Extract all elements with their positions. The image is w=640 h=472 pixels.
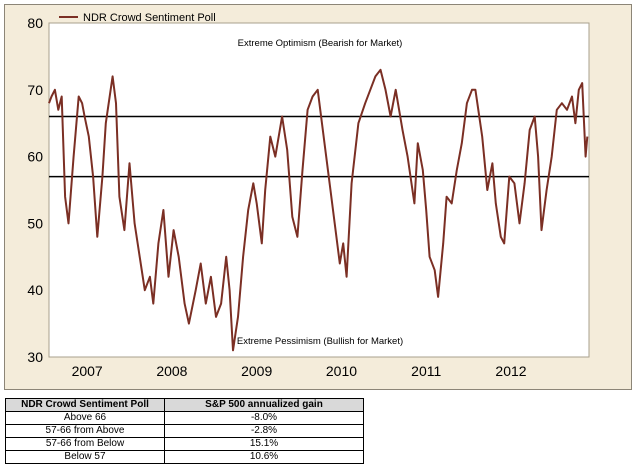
table-header-poll: NDR Crowd Sentiment Poll — [5, 398, 165, 412]
table-row: 57-66 from Above -2.8% — [5, 424, 364, 438]
table-cell-gain: -8.0% — [164, 411, 364, 425]
y-tick-label: 30 — [27, 349, 43, 365]
table-cell-range: 57-66 from Above — [5, 424, 165, 438]
legend-label: NDR Crowd Sentiment Poll — [83, 12, 216, 24]
annotation-optimism: Extreme Optimism (Bearish for Market) — [238, 38, 403, 49]
table-header-row: NDR Crowd Sentiment Poll S&P 500 annuali… — [5, 398, 364, 412]
x-tick-label-2007: 2007 — [72, 363, 103, 379]
legend: NDR Crowd Sentiment Poll — [59, 12, 216, 24]
table-row: Above 66 -8.0% — [5, 411, 364, 425]
x-axis-ticks: 2007 2008 2009 2010 2011 2012 — [72, 363, 527, 379]
series-line-0 — [48, 68, 589, 352]
sentiment-return-table: NDR Crowd Sentiment Poll S&P 500 annuali… — [5, 398, 364, 464]
reference-lines — [49, 115, 589, 178]
y-tick-label: 80 — [27, 15, 43, 31]
table-cell-gain: -2.8% — [164, 424, 364, 438]
x-tick-label-2009: 2009 — [241, 363, 272, 379]
y-tick-label: 50 — [27, 215, 43, 231]
x-tick-label-2008: 2008 — [156, 363, 187, 379]
x-tick-label-2012: 2012 — [495, 363, 526, 379]
x-tick-label-2010: 2010 — [326, 363, 357, 379]
chart-area: 30 40 50 60 70 80 2007 2008 2009 2010 2011 2012 Ex… — [4, 4, 632, 390]
y-axis-ticks: 30 40 50 60 70 80 — [27, 15, 43, 365]
table-cell-gain: 15.1% — [164, 437, 364, 451]
series-lines — [48, 68, 589, 352]
plot-background — [48, 22, 590, 358]
y-tick-label: 60 — [27, 149, 43, 165]
table-cell-range: Below 57 — [5, 450, 165, 464]
y-tick-label: 40 — [27, 282, 43, 298]
x-tick-label-2011: 2011 — [411, 363, 441, 379]
y-tick-label: 70 — [27, 82, 43, 98]
table-cell-range: 57-66 from Below — [5, 437, 165, 451]
annotations: Extreme Optimism (Bearish for Market) Ext… — [237, 38, 403, 347]
table-row: 57-66 from Below 15.1% — [5, 437, 364, 451]
table-row: Below 57 10.6% — [5, 450, 364, 464]
table-header-gain: S&P 500 annualized gain — [164, 398, 364, 412]
sentiment-chart: 30 40 50 60 70 80 2007 2008 2009 2010 2011 2012 Ex… — [27, 12, 590, 379]
annotation-pessimism: Extreme Pessimism (Bullish for Market) — [237, 336, 403, 347]
table-cell-gain: 10.6% — [164, 450, 364, 464]
table-cell-range: Above 66 — [5, 411, 165, 425]
plot-area — [48, 22, 590, 358]
